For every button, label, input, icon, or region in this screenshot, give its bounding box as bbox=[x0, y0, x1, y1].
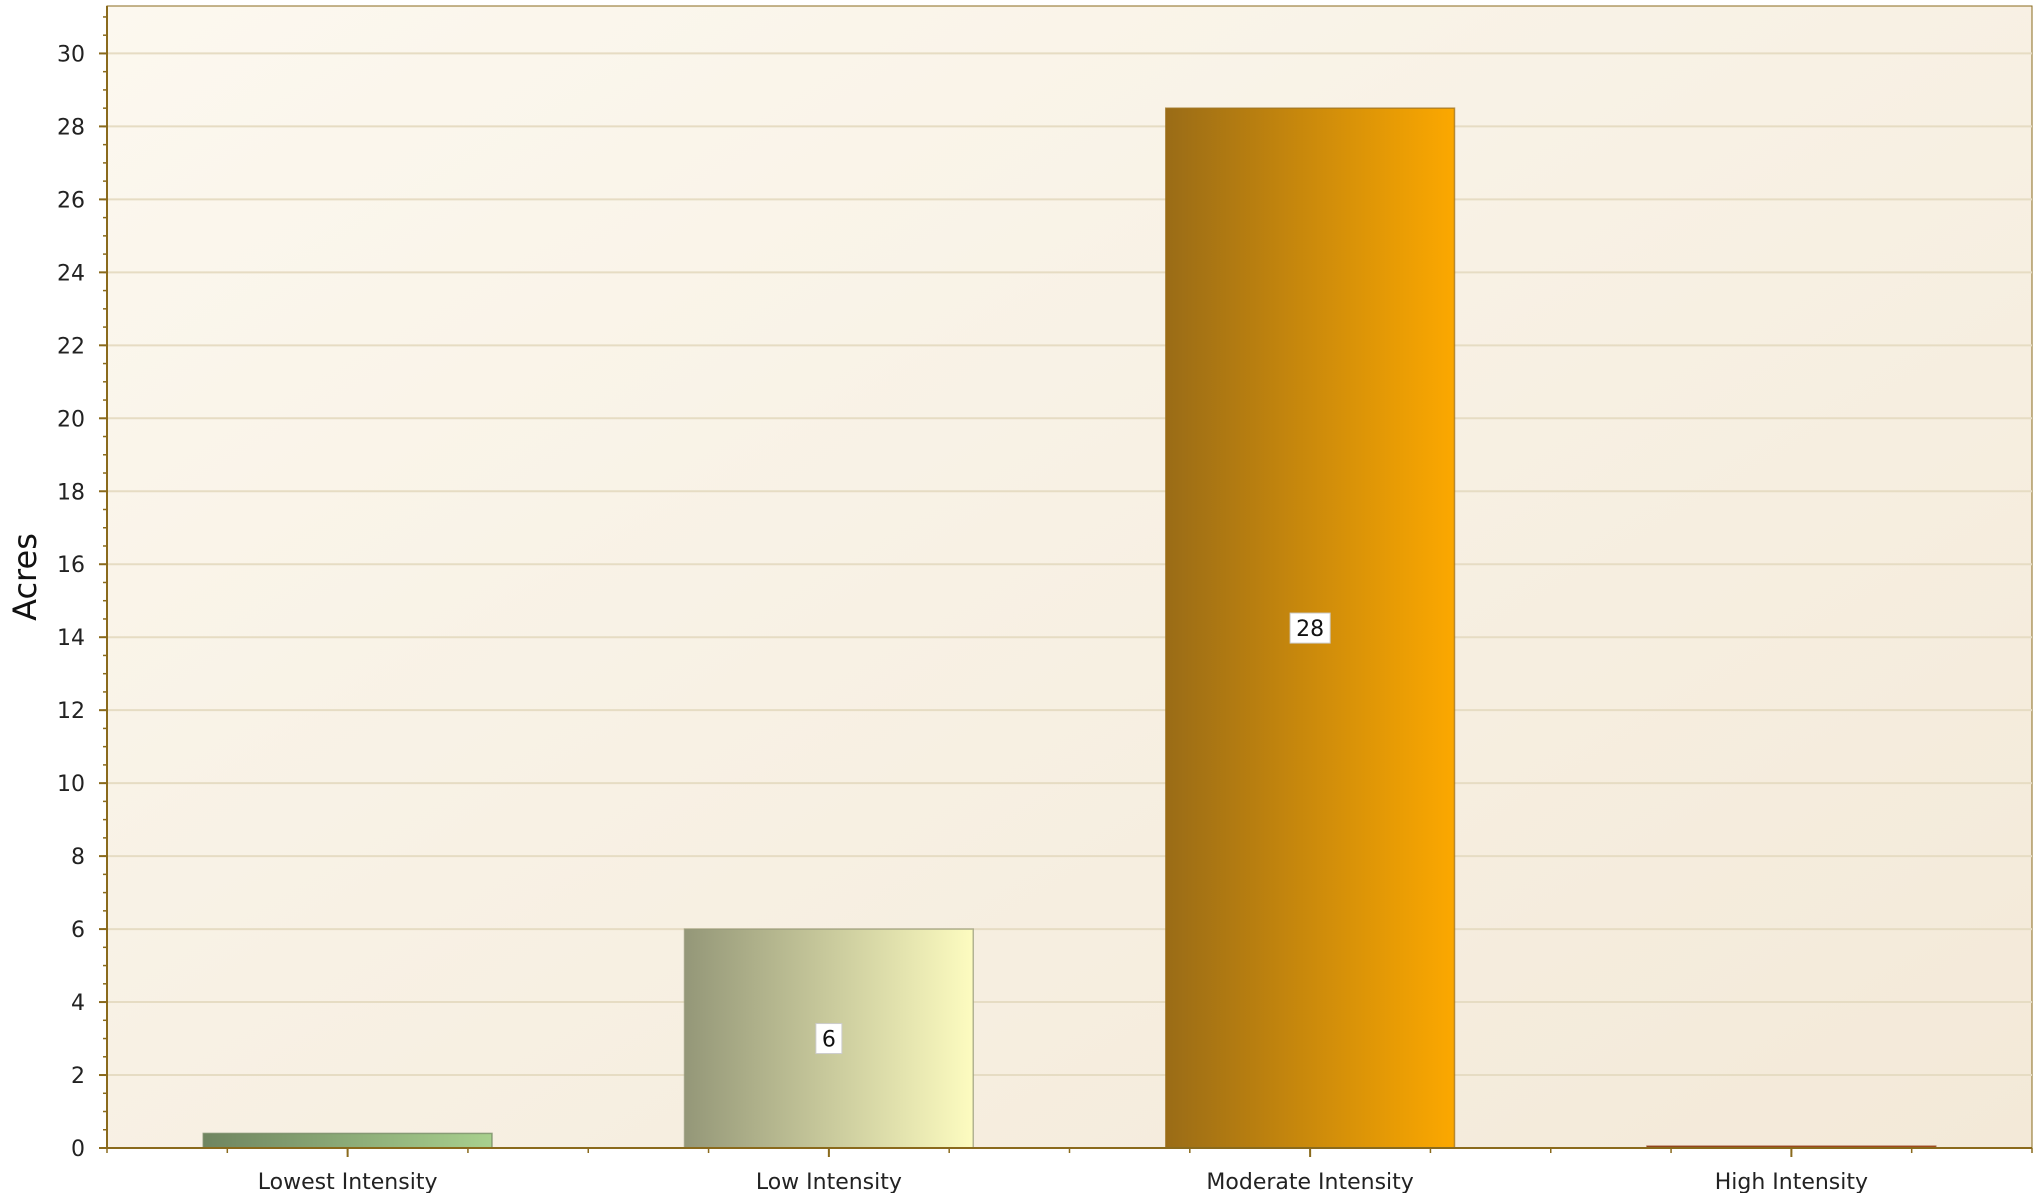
y-tick-label: 18 bbox=[57, 480, 85, 505]
plot-area bbox=[106, 5, 2033, 1149]
y-tick-label: 26 bbox=[57, 188, 85, 213]
y-tick-label: 16 bbox=[57, 553, 85, 578]
y-tick-label: 30 bbox=[57, 42, 85, 67]
x-tick-label: High Intensity bbox=[1715, 1170, 1868, 1193]
data-label-box bbox=[1289, 612, 1331, 644]
y-tick-label: 22 bbox=[57, 334, 85, 359]
y-tick-label: 0 bbox=[71, 1137, 85, 1162]
x-tick-label: Moderate Intensity bbox=[1206, 1170, 1413, 1193]
y-tick-label: 12 bbox=[57, 699, 85, 724]
data-labels: 6 28 bbox=[815, 612, 1331, 1055]
y-tick-label: 20 bbox=[57, 407, 85, 432]
y-axis-title: Acres bbox=[6, 533, 44, 621]
y-tick-label: 6 bbox=[71, 918, 85, 943]
y-tick-label: 4 bbox=[71, 991, 85, 1016]
y-tick-label: 24 bbox=[57, 261, 85, 286]
y-tick-label: 28 bbox=[57, 115, 85, 140]
data-label-box bbox=[815, 1023, 843, 1055]
bar bbox=[202, 1132, 493, 1149]
y-tick-label: 14 bbox=[57, 626, 85, 651]
gridlines bbox=[107, 52, 2032, 1077]
y-tick-label: 10 bbox=[57, 772, 85, 797]
y-tick-label: 2 bbox=[71, 1064, 85, 1089]
data-label: 28 bbox=[1296, 617, 1324, 642]
x-tick-label: Low Intensity bbox=[756, 1170, 902, 1193]
y-tick-label: 8 bbox=[71, 845, 85, 870]
x-tick-label: Lowest Intensity bbox=[258, 1170, 438, 1193]
data-label: 6 bbox=[822, 1028, 836, 1053]
